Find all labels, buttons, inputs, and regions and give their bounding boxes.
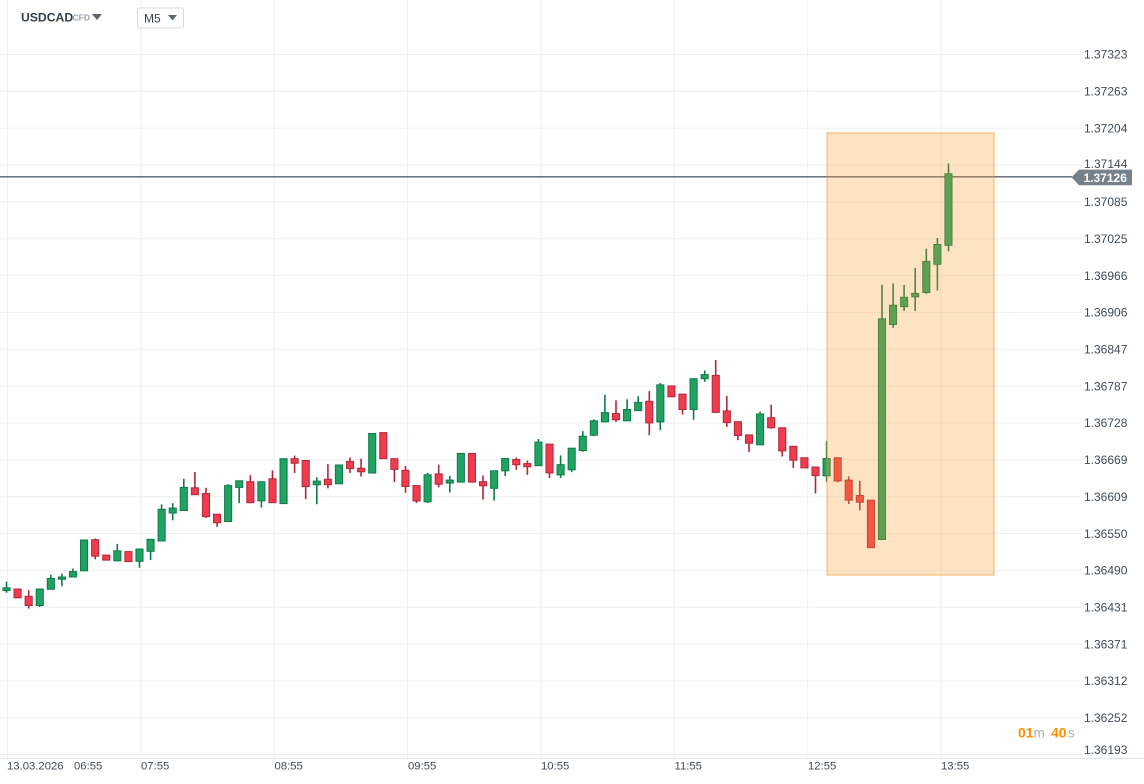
svg-text:1.36490: 1.36490 (1084, 564, 1128, 578)
svg-text:06:55: 06:55 (74, 761, 102, 773)
svg-text:1.37025: 1.37025 (1084, 232, 1128, 246)
svg-text:1.36966: 1.36966 (1084, 269, 1128, 283)
svg-text:1.36312: 1.36312 (1084, 674, 1128, 688)
svg-text:M5: M5 (144, 12, 161, 26)
svg-text:1.36609: 1.36609 (1084, 490, 1128, 504)
svg-text:1.36728: 1.36728 (1084, 416, 1128, 430)
svg-text:13:55: 13:55 (941, 761, 969, 773)
svg-text:1.36431: 1.36431 (1084, 601, 1128, 615)
svg-text:09:55: 09:55 (408, 761, 436, 773)
svg-text:11:55: 11:55 (675, 761, 702, 773)
svg-text:1.37204: 1.37204 (1084, 121, 1128, 135)
svg-text:1.37263: 1.37263 (1084, 85, 1128, 99)
svg-text:1.36906: 1.36906 (1084, 306, 1128, 320)
svg-text:1.37126: 1.37126 (1084, 171, 1128, 185)
svg-text:07:55: 07:55 (141, 761, 169, 773)
svg-text:1.37144: 1.37144 (1084, 157, 1128, 171)
svg-text:13.03.2026: 13.03.2026 (7, 761, 64, 773)
svg-text:1.36252: 1.36252 (1084, 711, 1128, 725)
svg-text:USDCAD: USDCAD (21, 11, 73, 25)
svg-text:1.37323: 1.37323 (1084, 48, 1128, 62)
svg-text:12:55: 12:55 (808, 761, 836, 773)
svg-text:10:55: 10:55 (541, 761, 569, 773)
svg-text:1.36371: 1.36371 (1084, 637, 1128, 651)
svg-text:1.36787: 1.36787 (1084, 379, 1128, 393)
svg-text:1.36669: 1.36669 (1084, 453, 1128, 467)
svg-text:1.36193: 1.36193 (1084, 743, 1128, 757)
svg-text:1.36550: 1.36550 (1084, 527, 1128, 541)
svg-text:1.36847: 1.36847 (1084, 343, 1128, 357)
svg-text:08:55: 08:55 (275, 761, 303, 773)
svg-text:1.37085: 1.37085 (1084, 195, 1128, 209)
svg-text:CFD: CFD (73, 12, 90, 22)
